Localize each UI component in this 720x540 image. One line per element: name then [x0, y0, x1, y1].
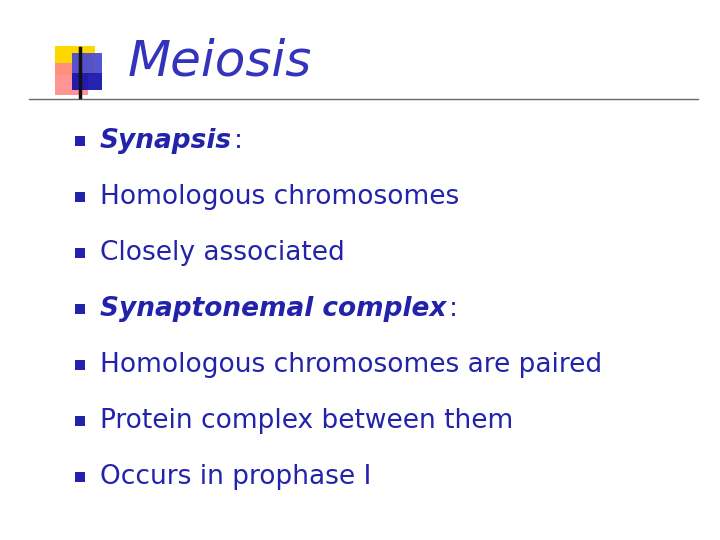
Bar: [55, 45, 94, 75]
Text: Meiosis: Meiosis: [128, 37, 312, 85]
Bar: [75, 303, 85, 314]
Text: :: :: [449, 295, 457, 322]
Bar: [75, 471, 85, 482]
Bar: [75, 416, 85, 426]
Text: Occurs in prophase I: Occurs in prophase I: [100, 464, 372, 490]
Text: Homologous chromosomes: Homologous chromosomes: [100, 184, 459, 210]
Bar: [75, 248, 85, 258]
Text: Protein complex between them: Protein complex between them: [100, 408, 513, 434]
Bar: [75, 360, 85, 369]
Bar: [75, 192, 85, 201]
Text: Synapsis: Synapsis: [100, 127, 232, 153]
Text: Closely associated: Closely associated: [100, 240, 345, 266]
Bar: [71, 53, 102, 72]
Bar: [71, 53, 102, 90]
Text: Synaptonemal complex: Synaptonemal complex: [100, 295, 446, 322]
Bar: [75, 136, 85, 146]
Text: :: :: [234, 127, 243, 153]
Text: Homologous chromosomes are paired: Homologous chromosomes are paired: [100, 352, 602, 377]
Bar: [55, 63, 88, 95]
